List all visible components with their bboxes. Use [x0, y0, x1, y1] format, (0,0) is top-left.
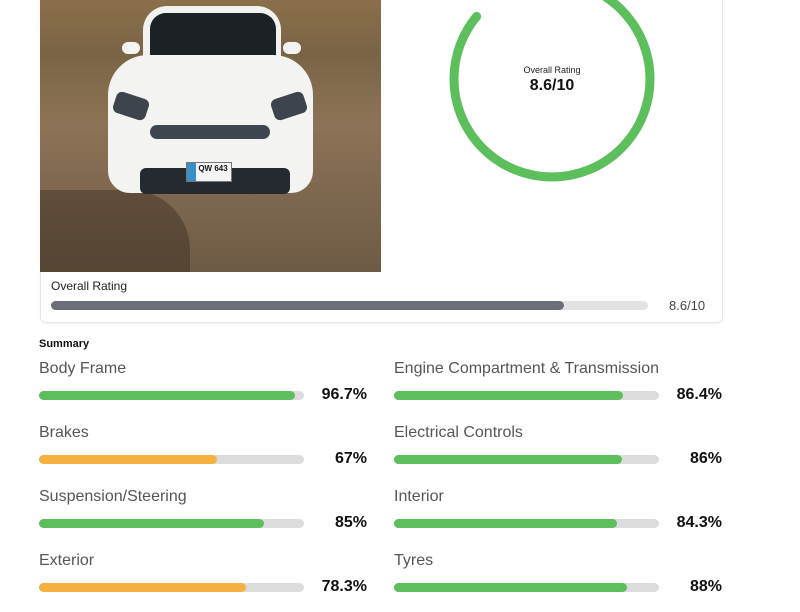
summary-item: Brakes 67%	[39, 424, 379, 484]
summary-item: Suspension/Steering 85%	[39, 488, 379, 548]
summary-item-value: 84.3%	[676, 514, 722, 531]
summary-item-bar-fill	[39, 391, 296, 400]
overall-rating-bar-fill	[51, 301, 565, 310]
summary-item-bar-fill	[39, 455, 217, 464]
summary-item-bar-fill	[39, 583, 247, 592]
summary-item: Interior 84.3%	[394, 488, 734, 548]
car-grille	[150, 125, 270, 139]
summary-item-bar	[39, 519, 304, 528]
car-windshield	[150, 13, 276, 61]
summary-item: Body Frame 96.7%	[39, 360, 379, 420]
summary-item-value: 86.4%	[676, 386, 722, 403]
license-plate: QW 643	[186, 162, 232, 182]
summary-item-value: 88%	[689, 578, 722, 595]
summary-item-value: 78.3%	[321, 578, 367, 595]
summary-item-bar	[394, 519, 659, 528]
summary-item-label: Electrical Controls	[394, 424, 523, 441]
summary-item-label: Tyres	[394, 552, 434, 569]
overall-rating-ring: Overall Rating 8.6/10	[448, 0, 656, 183]
summary-item-label: Body Frame	[39, 360, 127, 377]
ring-chart-icon	[449, 0, 655, 182]
summary-item-bar-fill	[394, 583, 628, 592]
summary-item-bar-fill	[394, 519, 618, 528]
ring-label: Overall Rating	[523, 65, 581, 75]
summary-item-label: Engine Compartment & Transmission	[394, 360, 659, 377]
summary-item-label: Interior	[394, 488, 444, 505]
summary-item: Tyres 88%	[394, 552, 734, 612]
summary-item-value: 96.7%	[321, 386, 367, 403]
summary-item-bar	[39, 455, 304, 464]
summary-item-value: 85%	[334, 514, 367, 531]
summary-item-bar	[394, 455, 659, 464]
summary-item-value: 86%	[689, 450, 722, 467]
car-mirror-left	[122, 42, 140, 54]
summary-item-bar-fill	[39, 519, 265, 528]
summary-item: Exterior 78.3%	[39, 552, 379, 612]
summary-item-bar-fill	[394, 455, 622, 464]
summary-item-bar	[39, 391, 304, 400]
summary-item-bar-fill	[394, 391, 623, 400]
ground-shadow	[40, 190, 190, 272]
summary-item-bar	[39, 583, 304, 592]
summary-item-bar	[394, 583, 659, 592]
summary-item-value: 67%	[334, 450, 367, 467]
car-mirror-right	[283, 42, 301, 54]
summary-item-label: Exterior	[39, 552, 95, 569]
overall-rating-value: 8.6/10	[669, 298, 706, 313]
summary-title: Summary	[39, 338, 90, 350]
car-photo[interactable]: QW 643	[40, 0, 381, 272]
summary-item: Electrical Controls 86%	[394, 424, 734, 484]
summary-item-label: Brakes	[39, 424, 89, 441]
summary-item: Engine Compartment & Transmission 86.4%	[394, 360, 734, 420]
summary-item-bar	[394, 391, 659, 400]
overall-rating-bar	[51, 301, 648, 310]
summary-item-label: Suspension/Steering	[39, 488, 187, 505]
ring-value: 8.6/10	[529, 77, 575, 94]
overall-rating-label: Overall Rating	[51, 279, 128, 293]
